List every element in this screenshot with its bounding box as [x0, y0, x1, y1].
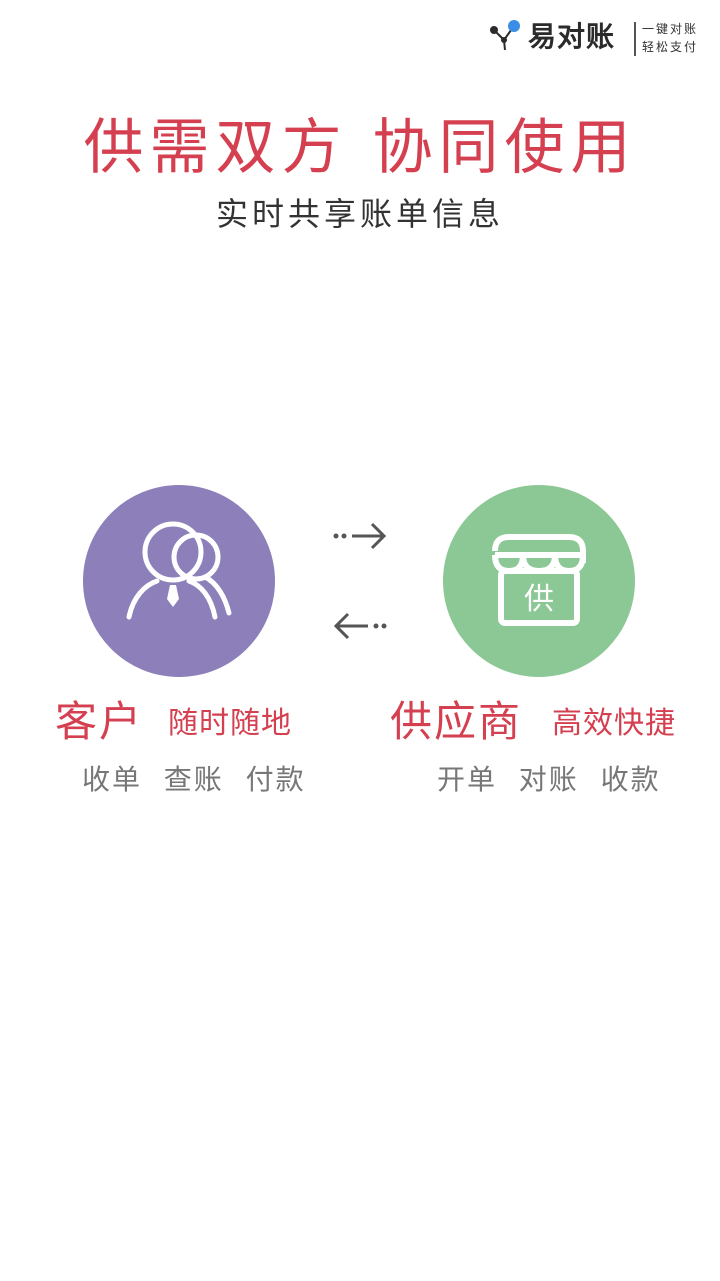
- brand-tagline-2: 轻松支付: [642, 40, 699, 54]
- brand-tagline-1: 一键对账: [642, 22, 699, 36]
- brand-logo: 易对账 一键对账 轻松支付: [488, 14, 708, 60]
- supplier-description: 开单 对账 收款: [437, 763, 661, 796]
- customer-description: 收单 查账 付款: [82, 763, 306, 796]
- arrow-right-icon: [333, 522, 387, 550]
- supplier-slogan: 高效快捷: [552, 706, 676, 741]
- store-icon: 供: [492, 534, 586, 626]
- customer-slogan: 随时随地: [168, 706, 292, 741]
- user-icon: [126, 521, 232, 620]
- page-headline: 供需双方 协同使用: [83, 113, 637, 183]
- customer-title: 客户: [55, 697, 144, 746]
- brand-name: 易对账: [528, 20, 616, 53]
- customer-avatar: [83, 485, 275, 677]
- supplier-title: 供应商: [390, 697, 523, 746]
- store-icon-label: 供: [524, 582, 554, 617]
- supplier-avatar: 供: [443, 485, 635, 677]
- logo-mark-icon: [490, 20, 520, 51]
- arrow-left-icon: [333, 612, 387, 640]
- page-subheadline: 实时共享账单信息: [215, 195, 504, 233]
- logo-divider: [634, 22, 636, 56]
